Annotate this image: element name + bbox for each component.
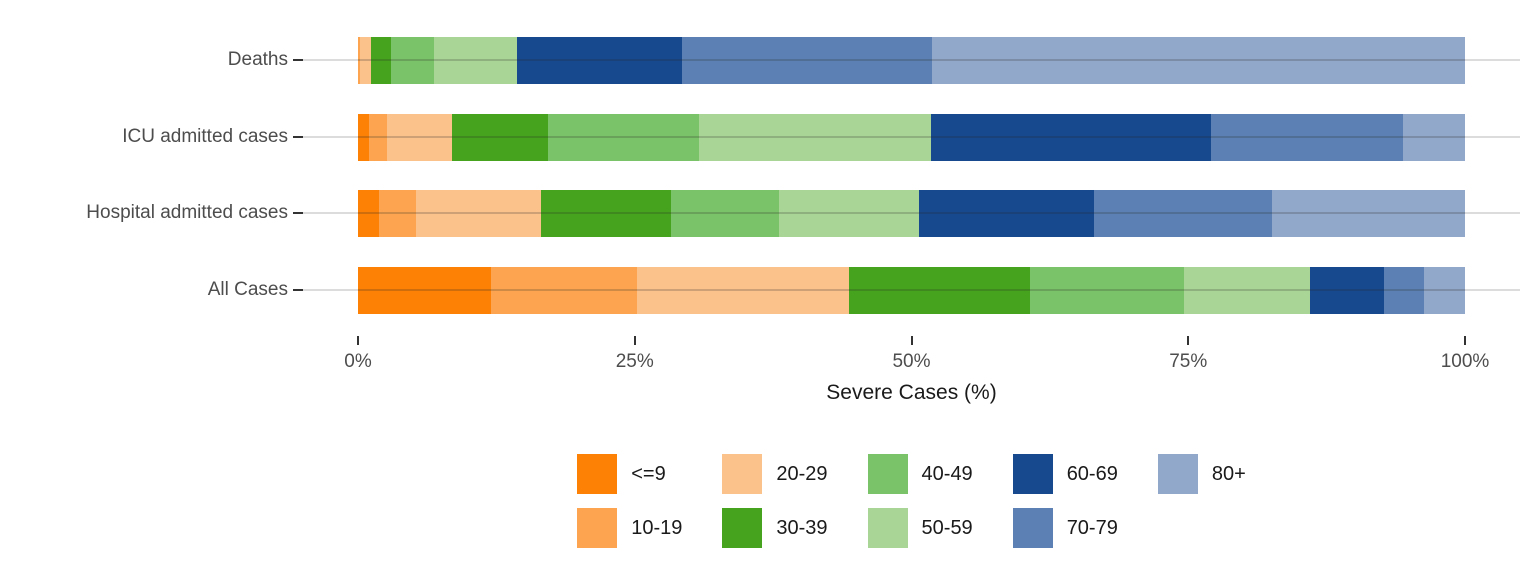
x-tick-mark bbox=[1464, 336, 1466, 345]
bar-segment-age-6069 bbox=[919, 189, 1095, 237]
bar-segment-age-4049 bbox=[548, 113, 699, 161]
bar-all-cases bbox=[358, 266, 1465, 314]
bar-segment-age-7079 bbox=[1094, 189, 1273, 237]
bar-segment-age-80+ bbox=[1272, 189, 1465, 237]
legend-swatch bbox=[1012, 508, 1053, 548]
bar-segment-age-6069 bbox=[1309, 266, 1385, 314]
x-tick-label: 0% bbox=[344, 351, 372, 372]
legend-item: 60-69 bbox=[1012, 454, 1118, 494]
bar-segment-age-2029 bbox=[386, 113, 453, 161]
legend-item: <=9 bbox=[577, 454, 682, 494]
legend-label: 50-59 bbox=[921, 516, 973, 539]
bar-segment-age-9 bbox=[358, 266, 491, 314]
bar-segment-age-6069 bbox=[931, 113, 1212, 161]
bar-segment-age-1019 bbox=[358, 36, 361, 84]
bar-segment-age-7079 bbox=[1384, 266, 1424, 314]
y-tick-mark bbox=[293, 212, 303, 214]
gridline-overlay bbox=[358, 289, 1465, 291]
bar-segment-age-2029 bbox=[415, 189, 541, 237]
bar-segment-age-3039 bbox=[849, 266, 1030, 314]
x-tick-label: 50% bbox=[892, 351, 931, 372]
bar-segment-age-5059 bbox=[434, 36, 518, 84]
bar-segment-age-9 bbox=[358, 113, 370, 161]
bar-deaths bbox=[358, 36, 1465, 84]
legend-column: <=9 10-19 bbox=[577, 454, 682, 548]
legend-swatch bbox=[867, 454, 908, 494]
legend-item: 30-39 bbox=[722, 508, 828, 548]
y-tick-mark bbox=[293, 59, 303, 61]
category-label: All Cases bbox=[207, 279, 288, 300]
bar-segment-age-1019 bbox=[379, 189, 416, 237]
bar-segment-age-3039 bbox=[452, 113, 549, 161]
bar-segment-age-3039 bbox=[371, 36, 392, 84]
gridline-overlay bbox=[358, 212, 1465, 214]
y-tick-mark bbox=[293, 136, 303, 138]
bar-segment-age-4049 bbox=[671, 189, 779, 237]
legend-label: 30-39 bbox=[776, 516, 828, 539]
bar-icu-admitted-cases bbox=[358, 113, 1465, 161]
x-tick-mark bbox=[1187, 336, 1190, 345]
legend-column: 60-69 70-79 bbox=[1012, 454, 1118, 548]
bar-segment-age-2029 bbox=[360, 36, 372, 84]
legend-label: 70-79 bbox=[1066, 516, 1118, 539]
legend-label: 20-29 bbox=[776, 462, 828, 485]
bar-segment-age-9 bbox=[358, 189, 380, 237]
bar-segment-age-7079 bbox=[682, 36, 933, 84]
x-tick-mark bbox=[910, 336, 913, 345]
legend-label: <=9 bbox=[631, 462, 666, 485]
x-tick-label: 25% bbox=[615, 351, 654, 372]
legend-swatch bbox=[577, 508, 618, 548]
x-tick-mark bbox=[357, 336, 359, 345]
chart-panel bbox=[303, 20, 1520, 335]
legend-swatch bbox=[1012, 454, 1053, 494]
legend-swatch bbox=[1157, 454, 1198, 494]
legend-swatch bbox=[867, 508, 908, 548]
legend-item: 10-19 bbox=[577, 508, 682, 548]
legend-item: 50-59 bbox=[867, 508, 973, 548]
gridline-overlay bbox=[358, 59, 1465, 61]
legend-item: 20-29 bbox=[722, 454, 828, 494]
legend-label: 80+ bbox=[1211, 462, 1246, 485]
bar-segment-age-5059 bbox=[778, 189, 920, 237]
category-label: ICU admitted cases bbox=[122, 126, 288, 147]
legend-column: 20-29 30-39 bbox=[722, 454, 828, 548]
bar-segment-age-4049 bbox=[391, 36, 435, 84]
y-tick-mark bbox=[293, 289, 303, 291]
bar-hospital-admitted-cases bbox=[358, 189, 1465, 237]
bar-segment-age-1019 bbox=[490, 266, 637, 314]
bar-segment-age-3039 bbox=[540, 189, 672, 237]
legend: <=9 10-19 20-29 30-39 40-49 50-59 60-69 70-79 80… bbox=[303, 454, 1520, 548]
bar-segment-age-80+ bbox=[1423, 266, 1465, 314]
legend-label: 40-49 bbox=[921, 462, 973, 485]
x-tick-mark bbox=[633, 336, 636, 345]
legend-item: 80+ bbox=[1157, 454, 1246, 494]
legend-column: 80+ bbox=[1157, 454, 1246, 548]
bar-segment-age-5059 bbox=[698, 113, 932, 161]
bar-segment-age-1019 bbox=[369, 113, 387, 161]
legend-label: 60-69 bbox=[1066, 462, 1118, 485]
legend-column: 40-49 50-59 bbox=[867, 454, 973, 548]
legend-item: 70-79 bbox=[1012, 508, 1118, 548]
bar-segment-age-7079 bbox=[1211, 113, 1403, 161]
legend-item: 40-49 bbox=[867, 454, 973, 494]
bar-segment-age-4049 bbox=[1029, 266, 1184, 314]
legend-swatch bbox=[577, 454, 618, 494]
x-tick-label: 75% bbox=[1169, 351, 1208, 372]
legend-swatch bbox=[722, 508, 763, 548]
bar-segment-age-6069 bbox=[517, 36, 683, 84]
bar-segment-age-2029 bbox=[636, 266, 850, 314]
x-tick-label: 100% bbox=[1440, 351, 1490, 372]
bar-segment-age-80+ bbox=[932, 36, 1465, 84]
x-axis-title: Severe Cases (%) bbox=[826, 381, 997, 404]
category-label: Hospital admitted cases bbox=[86, 202, 288, 223]
gridline-overlay bbox=[358, 136, 1465, 138]
bar-segment-age-5059 bbox=[1183, 266, 1310, 314]
bar-segment-age-80+ bbox=[1402, 113, 1465, 161]
legend-swatch bbox=[722, 454, 763, 494]
category-label: Deaths bbox=[227, 49, 288, 70]
legend-label: 10-19 bbox=[631, 516, 683, 539]
